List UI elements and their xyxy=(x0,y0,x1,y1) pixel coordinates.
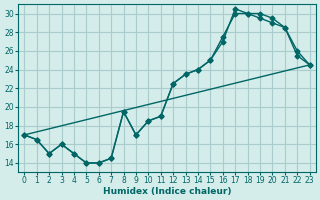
X-axis label: Humidex (Indice chaleur): Humidex (Indice chaleur) xyxy=(103,187,231,196)
